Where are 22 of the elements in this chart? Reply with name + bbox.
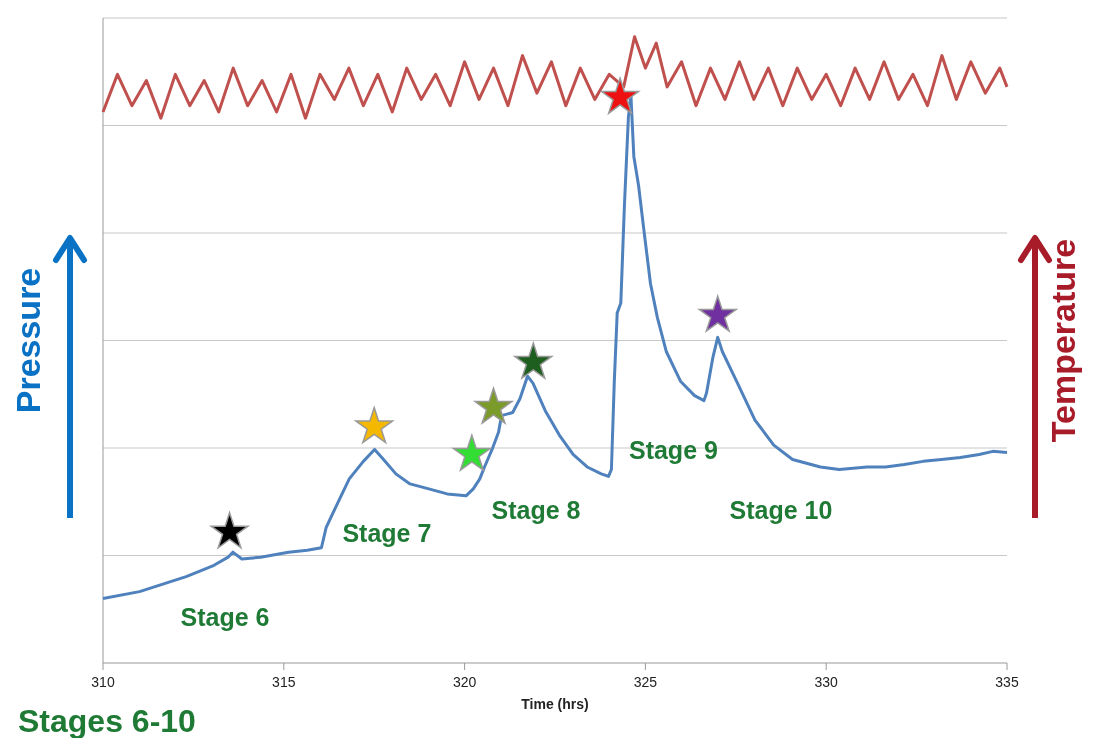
point — [355, 406, 394, 444]
x-tick-label: 335 — [995, 674, 1019, 690]
x-tick-label: 315 — [272, 674, 296, 690]
text: Stages 6-10 — [18, 703, 196, 739]
annotation: Stage 8 — [491, 496, 581, 525]
y-axis-title: Pressure — [9, 267, 47, 414]
x-tick-label: 330 — [814, 674, 839, 690]
x-tick-label: 320 — [452, 674, 477, 690]
annotation: Stage 6 — [180, 602, 270, 631]
x-tick-label: 310 — [91, 674, 115, 690]
point — [698, 295, 737, 332]
y2-axis-title: Temperature — [1044, 238, 1082, 443]
point — [210, 512, 249, 549]
point — [600, 77, 640, 114]
annotation: Stage 10 — [729, 496, 833, 525]
x-tick-label: 325 — [633, 674, 658, 690]
point — [514, 342, 553, 379]
annotation: Stage 9 — [628, 435, 718, 464]
point — [474, 387, 513, 424]
annotation: Stage 7 — [342, 518, 432, 547]
point — [452, 434, 491, 471]
x-axis-title: Time (hrs) — [521, 696, 589, 712]
